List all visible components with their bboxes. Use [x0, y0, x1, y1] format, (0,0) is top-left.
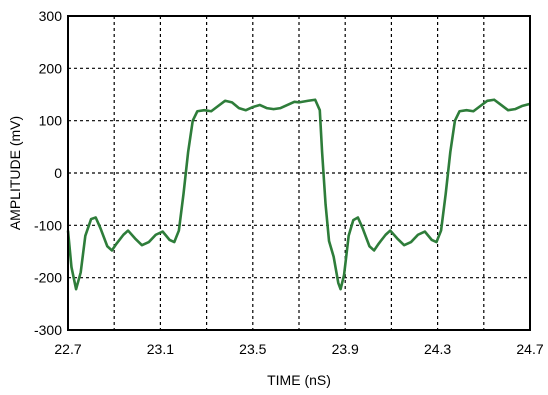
y-axis-label: AMPLITUDE (mV): [7, 116, 23, 230]
y-tick-label: 100: [39, 113, 63, 129]
y-tick-label: -200: [34, 270, 62, 286]
x-tick-label: 23.1: [147, 341, 174, 357]
y-tick-label: -100: [34, 217, 62, 233]
x-tick-label: 24.7: [516, 341, 543, 357]
x-tick-label: 23.5: [239, 341, 266, 357]
y-tick-label: 300: [39, 8, 63, 24]
data-line: [66, 98, 531, 291]
x-tick-label: 23.9: [332, 341, 359, 357]
y-tick-label: -300: [34, 322, 62, 338]
x-tick-label: 22.7: [54, 341, 81, 357]
x-axis-label: TIME (nS): [267, 372, 331, 388]
x-tick-label: 24.3: [424, 341, 451, 357]
y-tick-label: 200: [39, 60, 63, 76]
plot-frame: [67, 15, 531, 331]
y-tick-label: 0: [54, 165, 62, 181]
